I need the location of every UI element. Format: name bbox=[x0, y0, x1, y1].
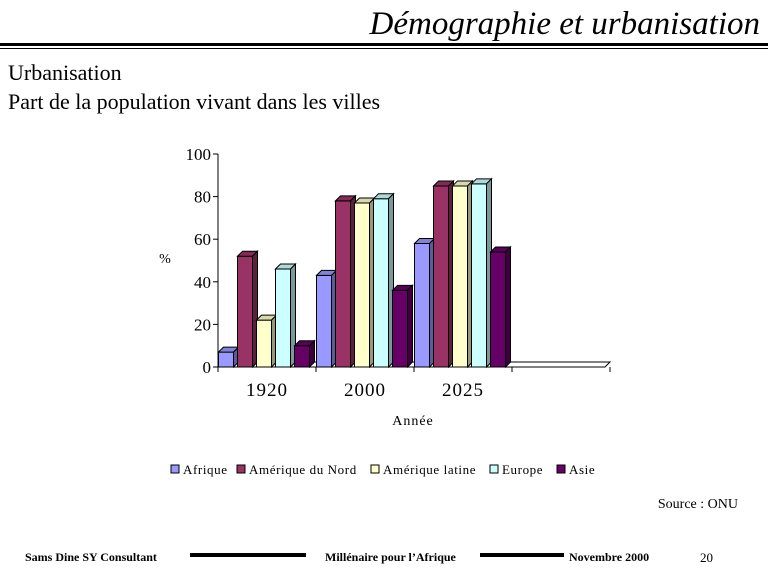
bar bbox=[255, 313, 278, 369]
footer-rule-right bbox=[480, 553, 564, 557]
legend-swatch bbox=[556, 464, 566, 474]
y-tick-label: 100 bbox=[186, 145, 212, 164]
legend-label: Afrique bbox=[183, 462, 228, 477]
bar bbox=[391, 284, 414, 369]
y-tick-label: 80 bbox=[194, 188, 211, 207]
source-note: Source : ONU bbox=[657, 497, 738, 512]
legend-swatch bbox=[170, 464, 180, 474]
x-tick-label: 2000 bbox=[344, 380, 386, 401]
bar bbox=[413, 237, 436, 369]
legend-swatch bbox=[236, 464, 246, 474]
footer-center: Millénaire pour l’Afrique bbox=[325, 550, 456, 564]
y-tick-label: 40 bbox=[194, 273, 211, 292]
section-heading: Urbanisation bbox=[8, 60, 122, 85]
section-subheading: Part de la population vivant dans les vi… bbox=[8, 89, 381, 114]
page-title: Démographie et urbanisation bbox=[369, 6, 760, 42]
bar bbox=[334, 194, 357, 369]
x-tick-label: 2025 bbox=[442, 380, 484, 401]
bar bbox=[372, 192, 395, 369]
legend-swatch bbox=[489, 464, 499, 474]
y-tick-label: 0 bbox=[203, 358, 212, 377]
y-tick-label: 60 bbox=[194, 230, 211, 249]
x-tick-label: 1920 bbox=[246, 380, 288, 401]
y-axis-title: % bbox=[159, 252, 171, 267]
legend-swatch bbox=[370, 464, 380, 474]
bar bbox=[432, 179, 455, 369]
bar bbox=[293, 339, 316, 369]
bar bbox=[353, 196, 376, 369]
bar bbox=[489, 245, 512, 369]
bar bbox=[217, 345, 240, 369]
legend-label: Amérique latine bbox=[383, 462, 476, 477]
bar bbox=[315, 269, 338, 369]
header-rule bbox=[0, 43, 768, 46]
legend-label: Europe bbox=[502, 462, 543, 477]
bar bbox=[236, 250, 259, 369]
bar bbox=[451, 179, 474, 369]
x-axis-title: Année bbox=[392, 414, 434, 429]
legend-label: Asie bbox=[569, 462, 595, 477]
footer-date: Novembre 2000 bbox=[569, 550, 650, 564]
urbanisation-bar-chart: 0 20 40 60 80 100 1920 2000 2025% Année Afrique Amé… bbox=[159, 145, 612, 477]
bar bbox=[470, 177, 493, 369]
legend-label: Amérique du Nord bbox=[249, 462, 357, 477]
bar bbox=[274, 262, 297, 369]
y-tick-label: 20 bbox=[194, 315, 211, 334]
header-rule-thin bbox=[0, 48, 768, 49]
footer-rule-left bbox=[190, 553, 306, 557]
footer-author: Sams Dine SY Consultant bbox=[25, 550, 157, 564]
page-number: 20 bbox=[700, 550, 713, 565]
